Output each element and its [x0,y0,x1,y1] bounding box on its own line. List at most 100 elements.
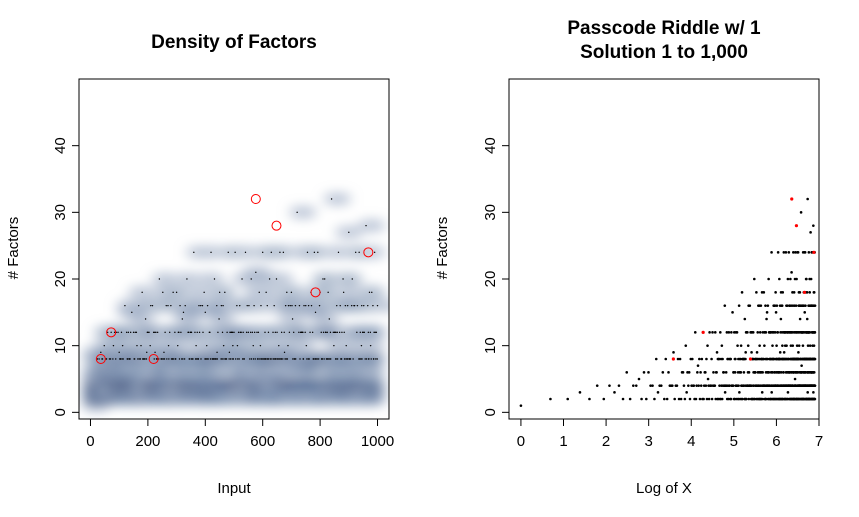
density-point [282,251,285,254]
density-point [129,358,131,360]
scatter-point [808,291,812,294]
density-point [118,351,120,354]
scatter-point [696,371,699,374]
density-blob [357,327,386,338]
density-point [373,331,375,334]
scatter-point [813,304,817,307]
scatter-point [665,397,669,401]
density-point [239,304,241,307]
density-point [364,358,366,360]
scatter-point [773,331,777,334]
density-point [342,278,344,280]
scatter-point [797,344,801,347]
density-point [342,291,345,294]
scatter-y-axis-label: # Factors [434,217,451,280]
density-blob [311,287,340,298]
density-point [133,358,136,360]
density-blob [265,274,294,284]
scatter-point [758,331,762,334]
density-point [105,358,108,360]
density-point [156,331,159,334]
density-point [135,331,138,334]
density-point [145,358,148,360]
density-point [273,304,275,307]
density-point [173,358,175,360]
scatter-point [812,224,815,227]
scatter-y-tick-label: 0 [482,408,499,416]
scatter-point [808,331,812,334]
density-point [206,304,209,307]
scatter-point [771,371,774,374]
scatter-y-tick-label: 40 [482,137,499,154]
scatter-point [779,317,783,321]
scatter-point [796,251,800,254]
scatter-point [675,384,679,387]
scatter-point [766,357,769,361]
scatter-point [647,371,650,374]
scatter-point [739,357,742,361]
density-point [197,358,200,360]
scatter-point [764,397,768,401]
density-point [248,304,250,307]
density-point [272,331,274,334]
density-point [374,331,376,334]
density-point [255,271,257,274]
density-point [279,251,281,254]
scatter-y-tick-label: 10 [482,337,499,354]
density-point [358,251,360,254]
density-blob [220,340,248,351]
scatter-highlight-point [671,357,675,361]
scatter-point [747,397,751,401]
density-point [347,358,349,360]
density-point [207,358,209,360]
density-point [294,304,297,307]
scatter-points [519,197,817,407]
scatter-point [761,371,764,374]
scatter-point [720,344,724,347]
scatter-point [705,397,709,401]
scatter-point [791,344,795,347]
density-point [204,311,206,314]
density-point [360,358,362,360]
scatter-point [727,397,730,401]
density-point [361,358,363,360]
scatter-point [765,317,768,321]
scatter-point [747,371,751,374]
scatter-point [809,277,813,281]
scatter-x-axis-label: Log of X [636,480,692,497]
scatter-point [713,384,717,387]
scatter-point [684,344,688,347]
density-point [121,358,123,360]
density-point [179,304,181,307]
density-point [218,291,221,294]
density-point [121,344,124,347]
density-point [127,331,130,334]
scatter-point [763,344,766,347]
scatter-point [698,357,701,361]
density-point [282,358,284,360]
density-y-axis-label: # Factors [5,217,22,280]
density-point [320,331,322,334]
scatter-point [602,397,606,401]
scatter-point [718,331,722,334]
density-point [217,331,219,334]
density-y-tick-label: 10 [52,337,69,354]
density-x-axis-label: Input [217,480,251,497]
scatter-point [760,391,764,394]
scatter-point [676,357,680,361]
density-point [209,331,211,334]
scatter-point [654,357,658,361]
density-point [153,358,155,360]
density-point [356,331,358,334]
density-point [348,231,350,234]
scatter-point [797,351,800,354]
density-point [376,358,378,360]
scatter-point [681,371,685,374]
scatter-point [782,251,786,254]
scatter-point [805,277,808,281]
scatter-y-axis: 0 10 20 30 40 [482,137,509,417]
scatter-point [813,331,817,334]
scatter-point [519,404,523,407]
density-point [194,358,197,360]
density-point [283,331,285,334]
